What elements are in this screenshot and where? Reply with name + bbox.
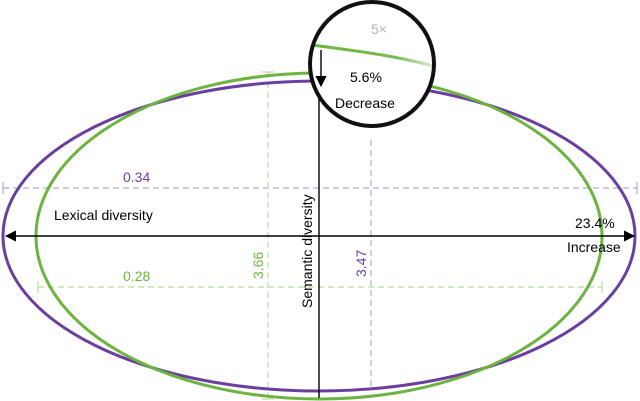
green-semantic-height-value: 3.66: [250, 252, 266, 279]
semantic-axis-label: Semantic diversity: [299, 194, 315, 308]
increase-label: Increase: [567, 239, 621, 255]
increase-value: 23.4%: [575, 215, 615, 231]
decrease-value: 5.6%: [350, 69, 382, 85]
magnification-label: 5×: [371, 21, 387, 37]
magnifier-ring: [308, 0, 436, 128]
green-lexical-width-value: 0.28: [123, 268, 150, 284]
decrease-label: Decrease: [335, 95, 395, 111]
purple-lexical-width-value: 0.34: [123, 169, 150, 185]
magnifier-background: [310, 2, 434, 126]
lexical-axis-label: Lexical diversity: [54, 207, 153, 223]
purple-semantic-height-value: 3.47: [353, 250, 369, 277]
magnified-green-arc: [311, 43, 434, 70]
